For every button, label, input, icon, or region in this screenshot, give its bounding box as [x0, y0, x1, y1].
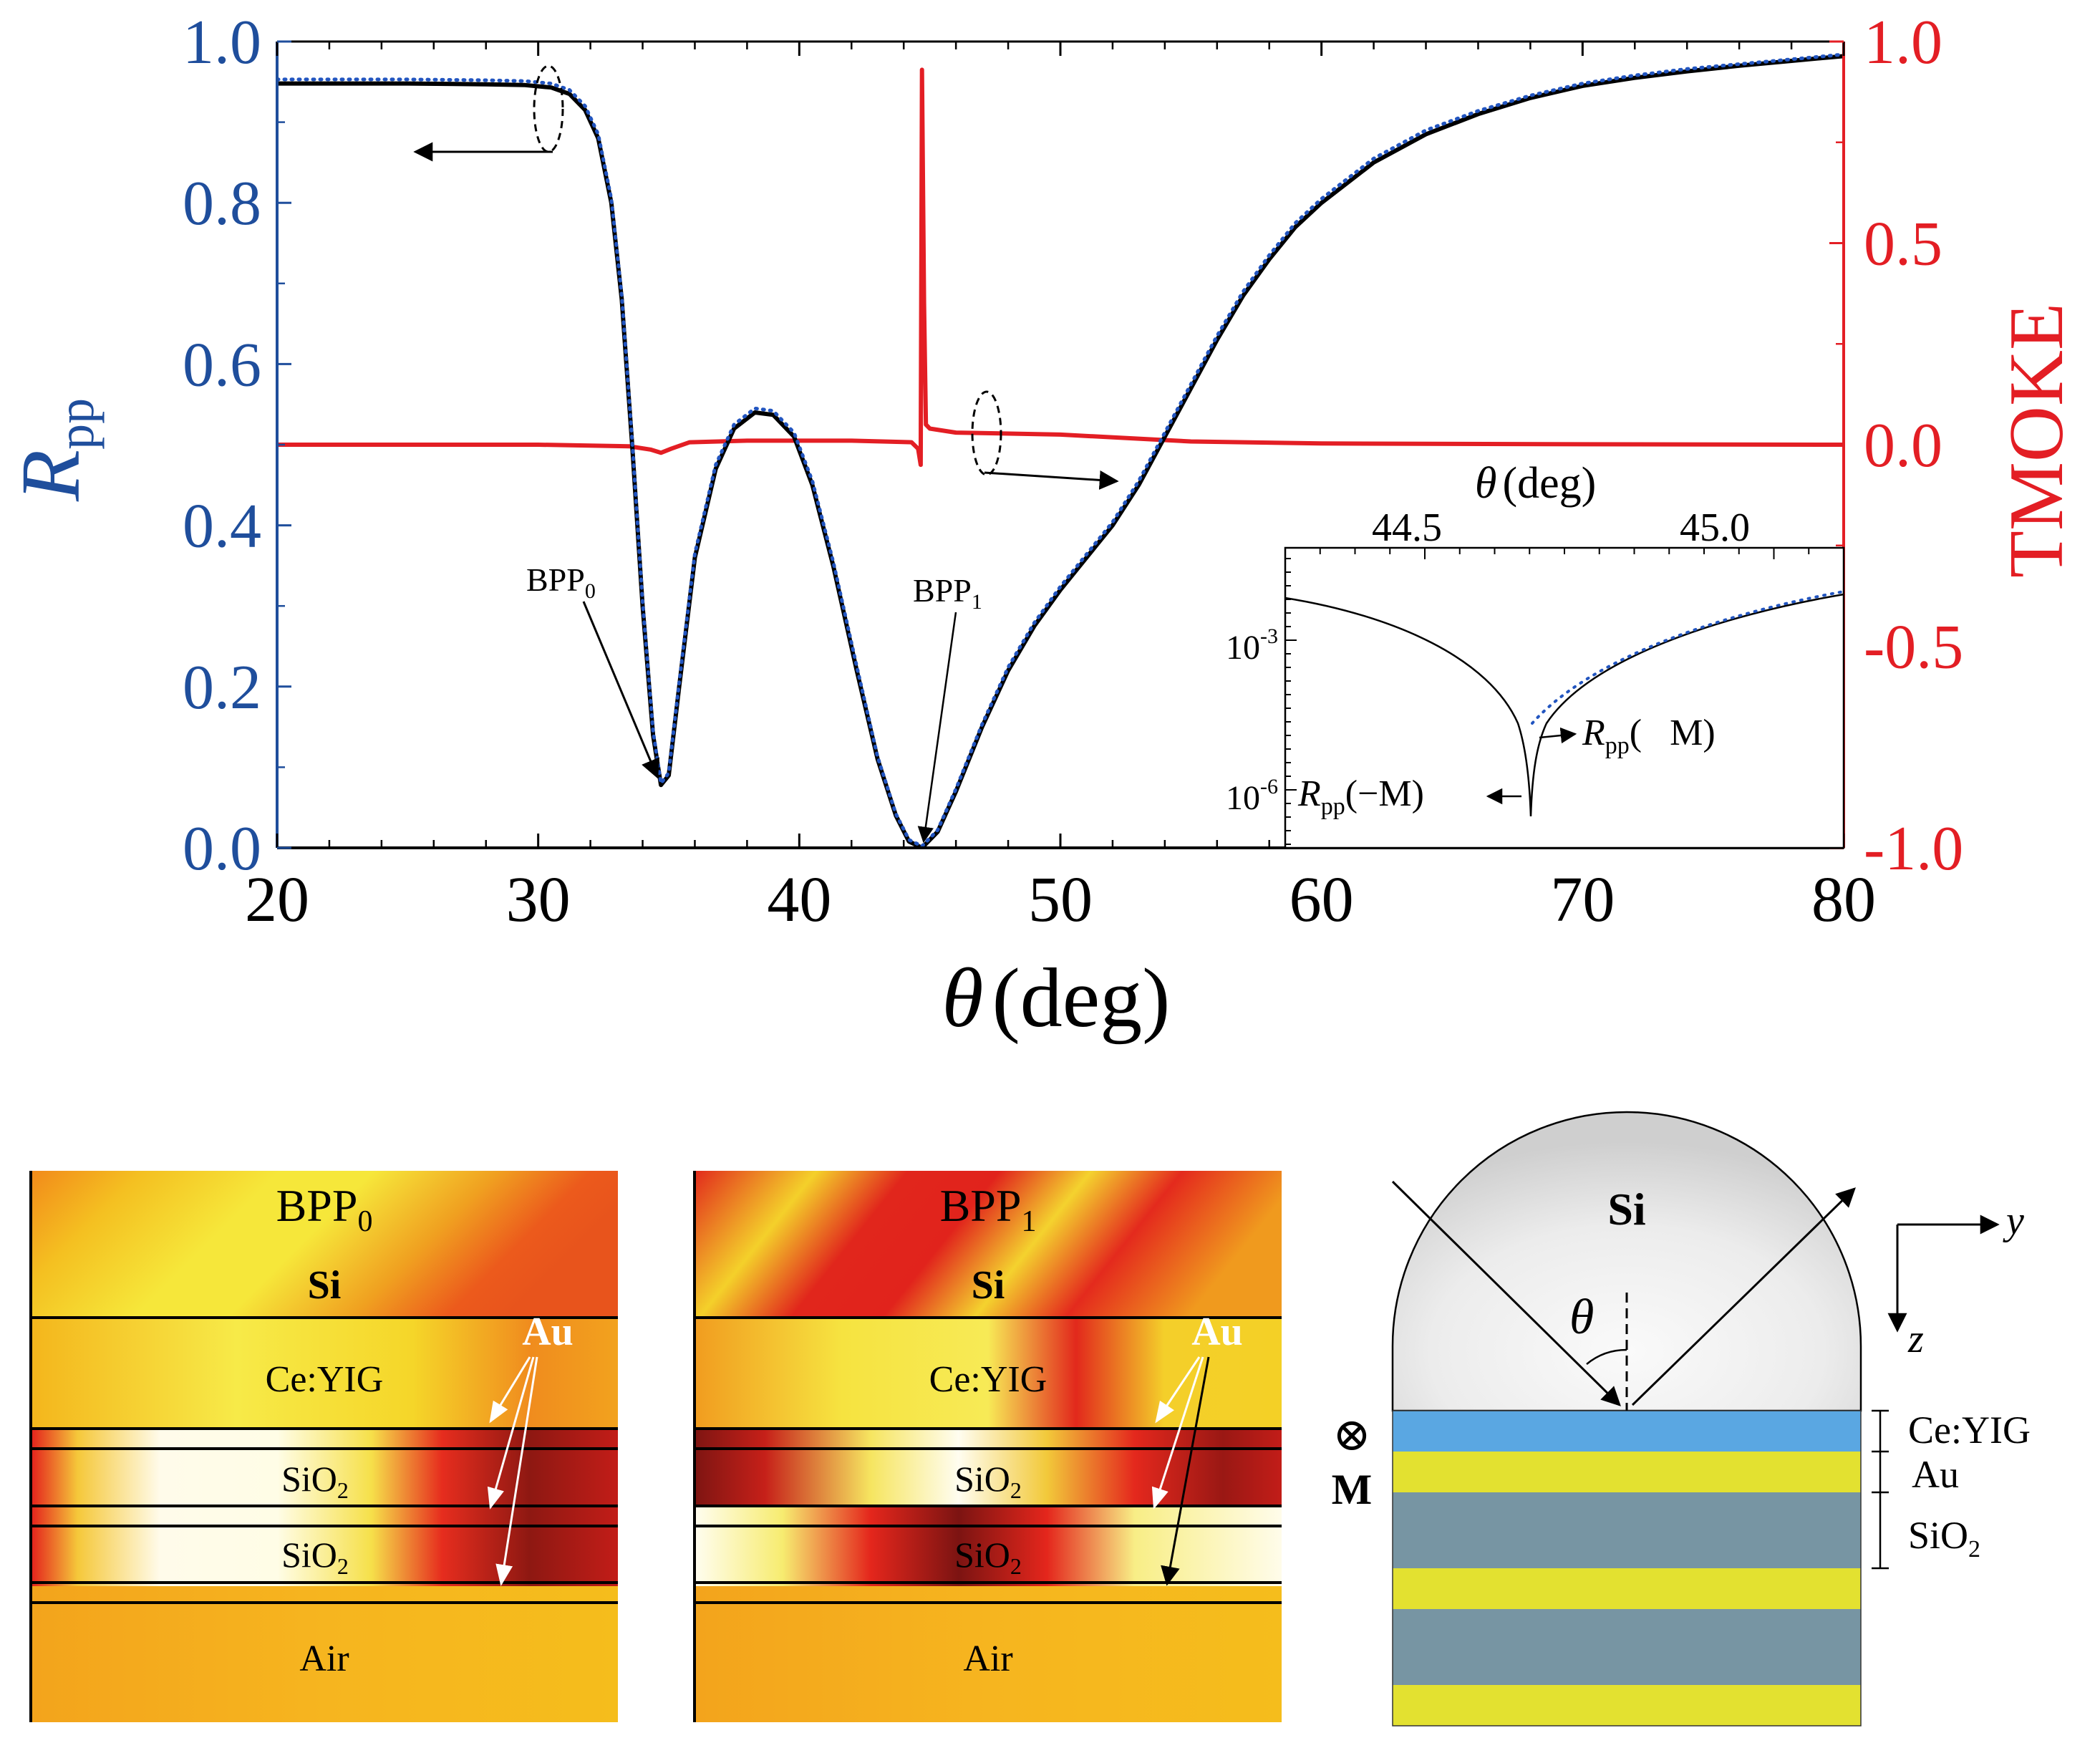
- bpp0-sio2-label-b: SiO2: [281, 1535, 349, 1579]
- layer-sio2-2: [1393, 1609, 1861, 1685]
- y-tick-label-0.8: 0.8: [183, 169, 261, 238]
- field-map-bpp0: BPP0 Si Ce:YIG SiO2 SiO2 Air Au: [29, 1171, 618, 1722]
- bpp1-sio2-label-a: SiO2: [954, 1459, 1022, 1503]
- inset-legend-minus: Rpp(−M): [1297, 773, 1424, 820]
- layer-au-2: [1393, 1568, 1861, 1609]
- prism-schematic: Si θ y z ⊗ M Ce:YIG Au SiO2: [1332, 1111, 2031, 1727]
- inset-xtick-445: 44.5: [1372, 506, 1442, 550]
- y-tick-label-0.0: 0.0: [183, 814, 261, 884]
- bpp0-air-label: Air: [299, 1638, 349, 1679]
- x-tick-label-20: 20: [245, 864, 309, 935]
- main-chart: 20 30 40 50 60 70 80 0.0 0.2 0.4 0.6 0.8 1.0 -1.0 -0…: [4, 8, 2079, 1045]
- layer-label-ceyig: Ce:YIG: [1908, 1409, 2031, 1452]
- y-tick-label-0.2: 0.2: [183, 653, 261, 723]
- y-tick-label-0.4: 0.4: [183, 492, 261, 561]
- bpp0-au-label: Au: [522, 1310, 574, 1354]
- bpp1-si-label: Si: [972, 1263, 1005, 1308]
- bpp0-au-arrow-1: [489, 1356, 531, 1424]
- rpp-axis-ellipse: [533, 64, 564, 153]
- bpp0-si-label: Si: [308, 1263, 342, 1308]
- inset-xtick-450: 45.0: [1680, 506, 1750, 550]
- x-tick-label-80: 80: [1811, 864, 1876, 935]
- bpp1-annotation: BPP1: [913, 572, 982, 614]
- y2-tick-label--1.0: -1.0: [1864, 814, 1963, 884]
- layer-label-sio2: SiO2: [1908, 1514, 1980, 1563]
- bpp1-au-arrow-3: [1161, 1356, 1210, 1586]
- layer-au-1: [1393, 1452, 1861, 1492]
- tmoke-axis-ellipse: [971, 390, 1002, 476]
- inset-arrow-plus: [1539, 727, 1577, 744]
- tmoke-axis-arrow: [984, 470, 1119, 490]
- inset-chart: θ (deg) 44.5 45.0 10-3 10-6 Rpp( M) Rpp(−…: [1226, 459, 1845, 849]
- layer-ceyig: [1393, 1411, 1861, 1452]
- series-layer: [277, 52, 1844, 848]
- x-tick-label-30: 30: [506, 864, 571, 935]
- bpp1-title: BPP1: [940, 1180, 1037, 1238]
- bpp1-ceyig-label: Ce:YIG: [929, 1359, 1047, 1400]
- theta-arc: [1586, 1348, 1627, 1365]
- bpp1-arrow: [917, 612, 957, 844]
- axis-z-label: z: [1907, 1317, 1924, 1361]
- bpp1-au-label: Au: [1191, 1310, 1243, 1354]
- layer-sio2-1: [1393, 1492, 1861, 1568]
- bpp0-arrow: [582, 601, 660, 779]
- inset-curve-dotted: [1531, 590, 1845, 725]
- reflected-ray: [1631, 1187, 1856, 1406]
- x-ticks: 20 30 40 50 60 70 80: [245, 42, 1876, 935]
- field-map-bpp1: BPP1 Si Ce:YIG SiO2 SiO2 Air Au: [693, 1171, 1282, 1722]
- bpp0-title: BPP0: [276, 1180, 373, 1238]
- y-ticks: 0.0 0.2 0.4 0.6 0.8 1.0: [183, 8, 291, 884]
- y2-tick-label--0.5: -0.5: [1864, 613, 1963, 682]
- layer-label-au: Au: [1912, 1453, 1959, 1496]
- series-rpp-dotted: [277, 52, 1844, 848]
- bpp0-au-arrow-2: [487, 1356, 535, 1510]
- inset-curve-solid: [1284, 593, 1844, 817]
- x-axis-title: θ (deg): [942, 951, 1171, 1045]
- incident-ray: [1391, 1180, 1621, 1406]
- x-tick-label-40: 40: [767, 864, 831, 935]
- bpp1-sio2-lower-region: [695, 1507, 1282, 1586]
- bpp0-air-region: [31, 1586, 618, 1722]
- si-prism: [1391, 1111, 1862, 1412]
- bpp1-sio2-label-b: SiO2: [954, 1535, 1022, 1579]
- y2-tick-label-0.0: 0.0: [1864, 411, 1942, 480]
- series-tmoke: [277, 67, 1844, 468]
- inset-title: θ (deg): [1475, 459, 1596, 508]
- bpp0-ceyig-label: Ce:YIG: [266, 1359, 384, 1400]
- prism-label: Si: [1607, 1184, 1645, 1235]
- bpp1-si-region: [695, 1171, 1282, 1318]
- bpp1-ceyig-region: [695, 1318, 1282, 1429]
- x-tick-label-60: 60: [1289, 864, 1354, 935]
- bpp0-annotation: BPP0: [526, 561, 596, 603]
- y-tick-label-0.6: 0.6: [183, 330, 261, 400]
- axis-y-label: y: [2003, 1199, 2024, 1243]
- magnetization-symbol: ⊗: [1332, 1409, 1371, 1460]
- inset-ytick-1e-3: 10-3: [1226, 624, 1278, 667]
- bpp1-air-label: Air: [963, 1638, 1012, 1679]
- inset-frame: [1284, 546, 1845, 849]
- y-tick-label-1.0: 1.0: [183, 8, 261, 77]
- magnetization-label: M: [1332, 1466, 1373, 1513]
- layer-au-3: [1393, 1685, 1861, 1726]
- y2-tick-label-0.5: 0.5: [1864, 210, 1942, 279]
- y2-tick-label-1.0: 1.0: [1864, 8, 1942, 77]
- inset-legend-plus: Rpp( M): [1582, 713, 1716, 759]
- bpp0-sio2-label-a: SiO2: [281, 1459, 349, 1503]
- bpp0-si-region: [31, 1171, 618, 1318]
- y2-ticks: -1.0 -0.5 0.0 0.5 1.0: [1829, 8, 1963, 884]
- x-tick-label-70: 70: [1550, 864, 1615, 935]
- bpp1-air-region: [695, 1586, 1282, 1722]
- x-tick-label-50: 50: [1028, 864, 1093, 935]
- bpp1-au-arrow-1: [1155, 1356, 1201, 1424]
- theta-label: θ: [1569, 1290, 1594, 1345]
- bpp1-au-arrow-2: [1151, 1356, 1204, 1510]
- bpp0-au-arrow-3: [495, 1356, 538, 1586]
- y-axis-title: Rpp: [4, 398, 105, 502]
- inset-ytick-1e-6: 10-6: [1226, 775, 1278, 817]
- y2-axis-title: TMOKE: [1994, 303, 2079, 578]
